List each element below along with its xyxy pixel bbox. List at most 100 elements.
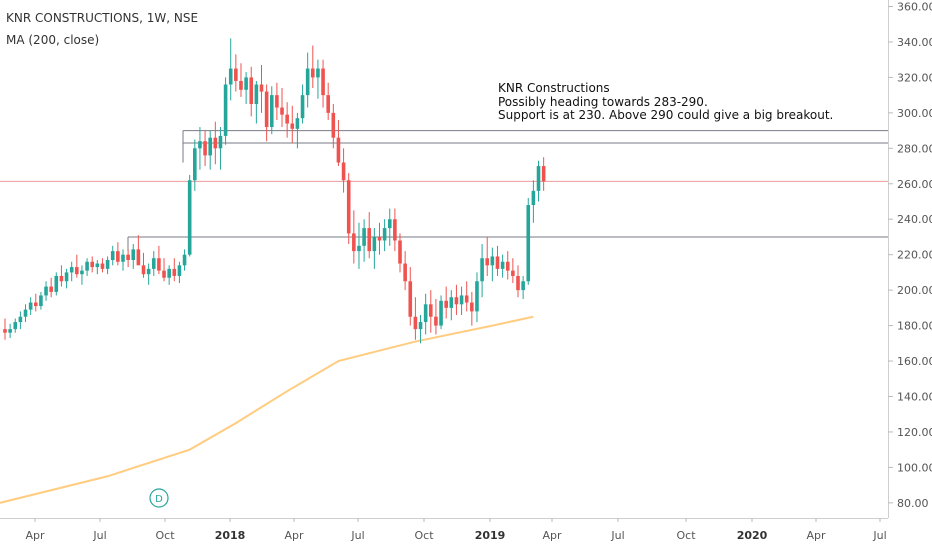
annotation-line: Support is at 230. Above 290 could give … — [498, 108, 834, 122]
candle-body — [300, 95, 305, 119]
price-axis[interactable]: 360.00 340.00 320.00 300.00 280.00 260.00 240.… — [888, 0, 932, 550]
candle — [290, 105, 295, 143]
y-tick-label: 180.00 — [897, 320, 932, 333]
candle — [346, 173, 351, 245]
candle-body — [198, 141, 202, 149]
candle — [213, 121, 218, 165]
candle — [218, 127, 223, 170]
candle-body — [536, 166, 541, 191]
candle — [90, 256, 95, 273]
candle — [95, 259, 100, 275]
candles — [3, 38, 546, 344]
candle-body — [275, 95, 279, 108]
symbol-title[interactable]: KNR CONSTRUCTIONS, 1W, NSE — [6, 11, 199, 25]
candle-body — [151, 258, 156, 269]
dividend-marker[interactable]: D — [149, 488, 169, 508]
candle — [305, 52, 310, 108]
candle — [516, 265, 520, 298]
annotation-line: Possibly heading towards 283-290. — [498, 94, 708, 109]
time-axis[interactable]: Apr Jul Oct 2018 Apr Jul Oct 2019 Apr Jul Oct 2020 A… — [0, 518, 932, 550]
candle — [228, 38, 233, 101]
candle-body — [131, 249, 136, 260]
chart-annotation[interactable]: KNR Constructions Possibly heading towar… — [498, 81, 834, 123]
candle — [69, 261, 74, 282]
candle-body — [254, 84, 259, 104]
candle-body — [403, 263, 407, 282]
candle — [203, 130, 207, 167]
candle — [162, 258, 166, 282]
candle-body — [64, 272, 69, 282]
candle-body — [387, 219, 392, 229]
candle — [398, 233, 402, 273]
candle — [280, 88, 284, 128]
candle-body — [531, 190, 536, 206]
candle — [490, 247, 495, 282]
candle-body — [110, 251, 115, 260]
candle — [459, 286, 464, 315]
candle-body — [485, 258, 490, 266]
y-tick-label: 320.00 — [897, 71, 932, 84]
candle-body — [244, 77, 248, 90]
candle — [126, 249, 130, 268]
candle — [198, 127, 202, 170]
x-tick-label: Jul — [872, 529, 886, 542]
candle — [75, 254, 79, 278]
candle-body — [264, 91, 269, 128]
candle — [151, 251, 156, 276]
candle — [480, 244, 484, 298]
candle — [59, 265, 64, 287]
candle-body — [18, 316, 23, 323]
candle-body — [23, 309, 28, 317]
y-tick-label: 340.00 — [897, 36, 932, 49]
candle-body — [295, 118, 300, 129]
candle-body — [228, 68, 233, 85]
candle-body — [341, 162, 346, 181]
candle-body — [182, 254, 187, 266]
candle — [413, 297, 418, 340]
candle-body — [475, 281, 479, 312]
candle — [470, 291, 474, 326]
candle-body — [157, 258, 161, 271]
candle — [187, 174, 192, 257]
candle-body — [239, 80, 243, 90]
candle-body — [490, 256, 495, 266]
candle-body — [3, 329, 7, 333]
candle-body — [121, 254, 125, 262]
candle-body — [234, 68, 238, 81]
candle-body — [100, 263, 105, 269]
candle — [300, 84, 305, 124]
candle — [295, 112, 300, 149]
candle — [393, 208, 397, 252]
candle — [352, 210, 356, 264]
indicator-label[interactable]: MA (200, close) — [6, 33, 100, 47]
x-tick-label: Apr — [284, 529, 304, 542]
candle-body — [408, 281, 413, 317]
candle — [3, 318, 7, 340]
candle — [100, 258, 105, 273]
y-tick-label: 200.00 — [897, 284, 932, 297]
grid-lines — [0, 0, 888, 518]
candle-body — [352, 233, 356, 252]
y-tick-label: 100.00 — [897, 461, 932, 474]
candle-body — [280, 107, 284, 115]
candle-body — [177, 265, 182, 276]
candle — [336, 119, 341, 167]
candle — [485, 236, 490, 276]
candle-body — [85, 261, 89, 271]
candle-body — [521, 281, 525, 291]
annotation-line: KNR Constructions — [498, 81, 610, 95]
candle — [285, 102, 289, 138]
y-tick-label: 80.00 — [897, 497, 929, 510]
x-tick-label: Oct — [414, 529, 434, 542]
candle — [495, 245, 500, 276]
candle — [403, 251, 407, 291]
candle — [141, 252, 146, 278]
candle — [439, 295, 443, 330]
candle-body — [90, 261, 95, 268]
candle-body — [285, 114, 289, 124]
candle — [316, 59, 320, 99]
candle-body — [59, 275, 64, 282]
candle — [116, 242, 120, 266]
candle-body — [95, 263, 100, 268]
